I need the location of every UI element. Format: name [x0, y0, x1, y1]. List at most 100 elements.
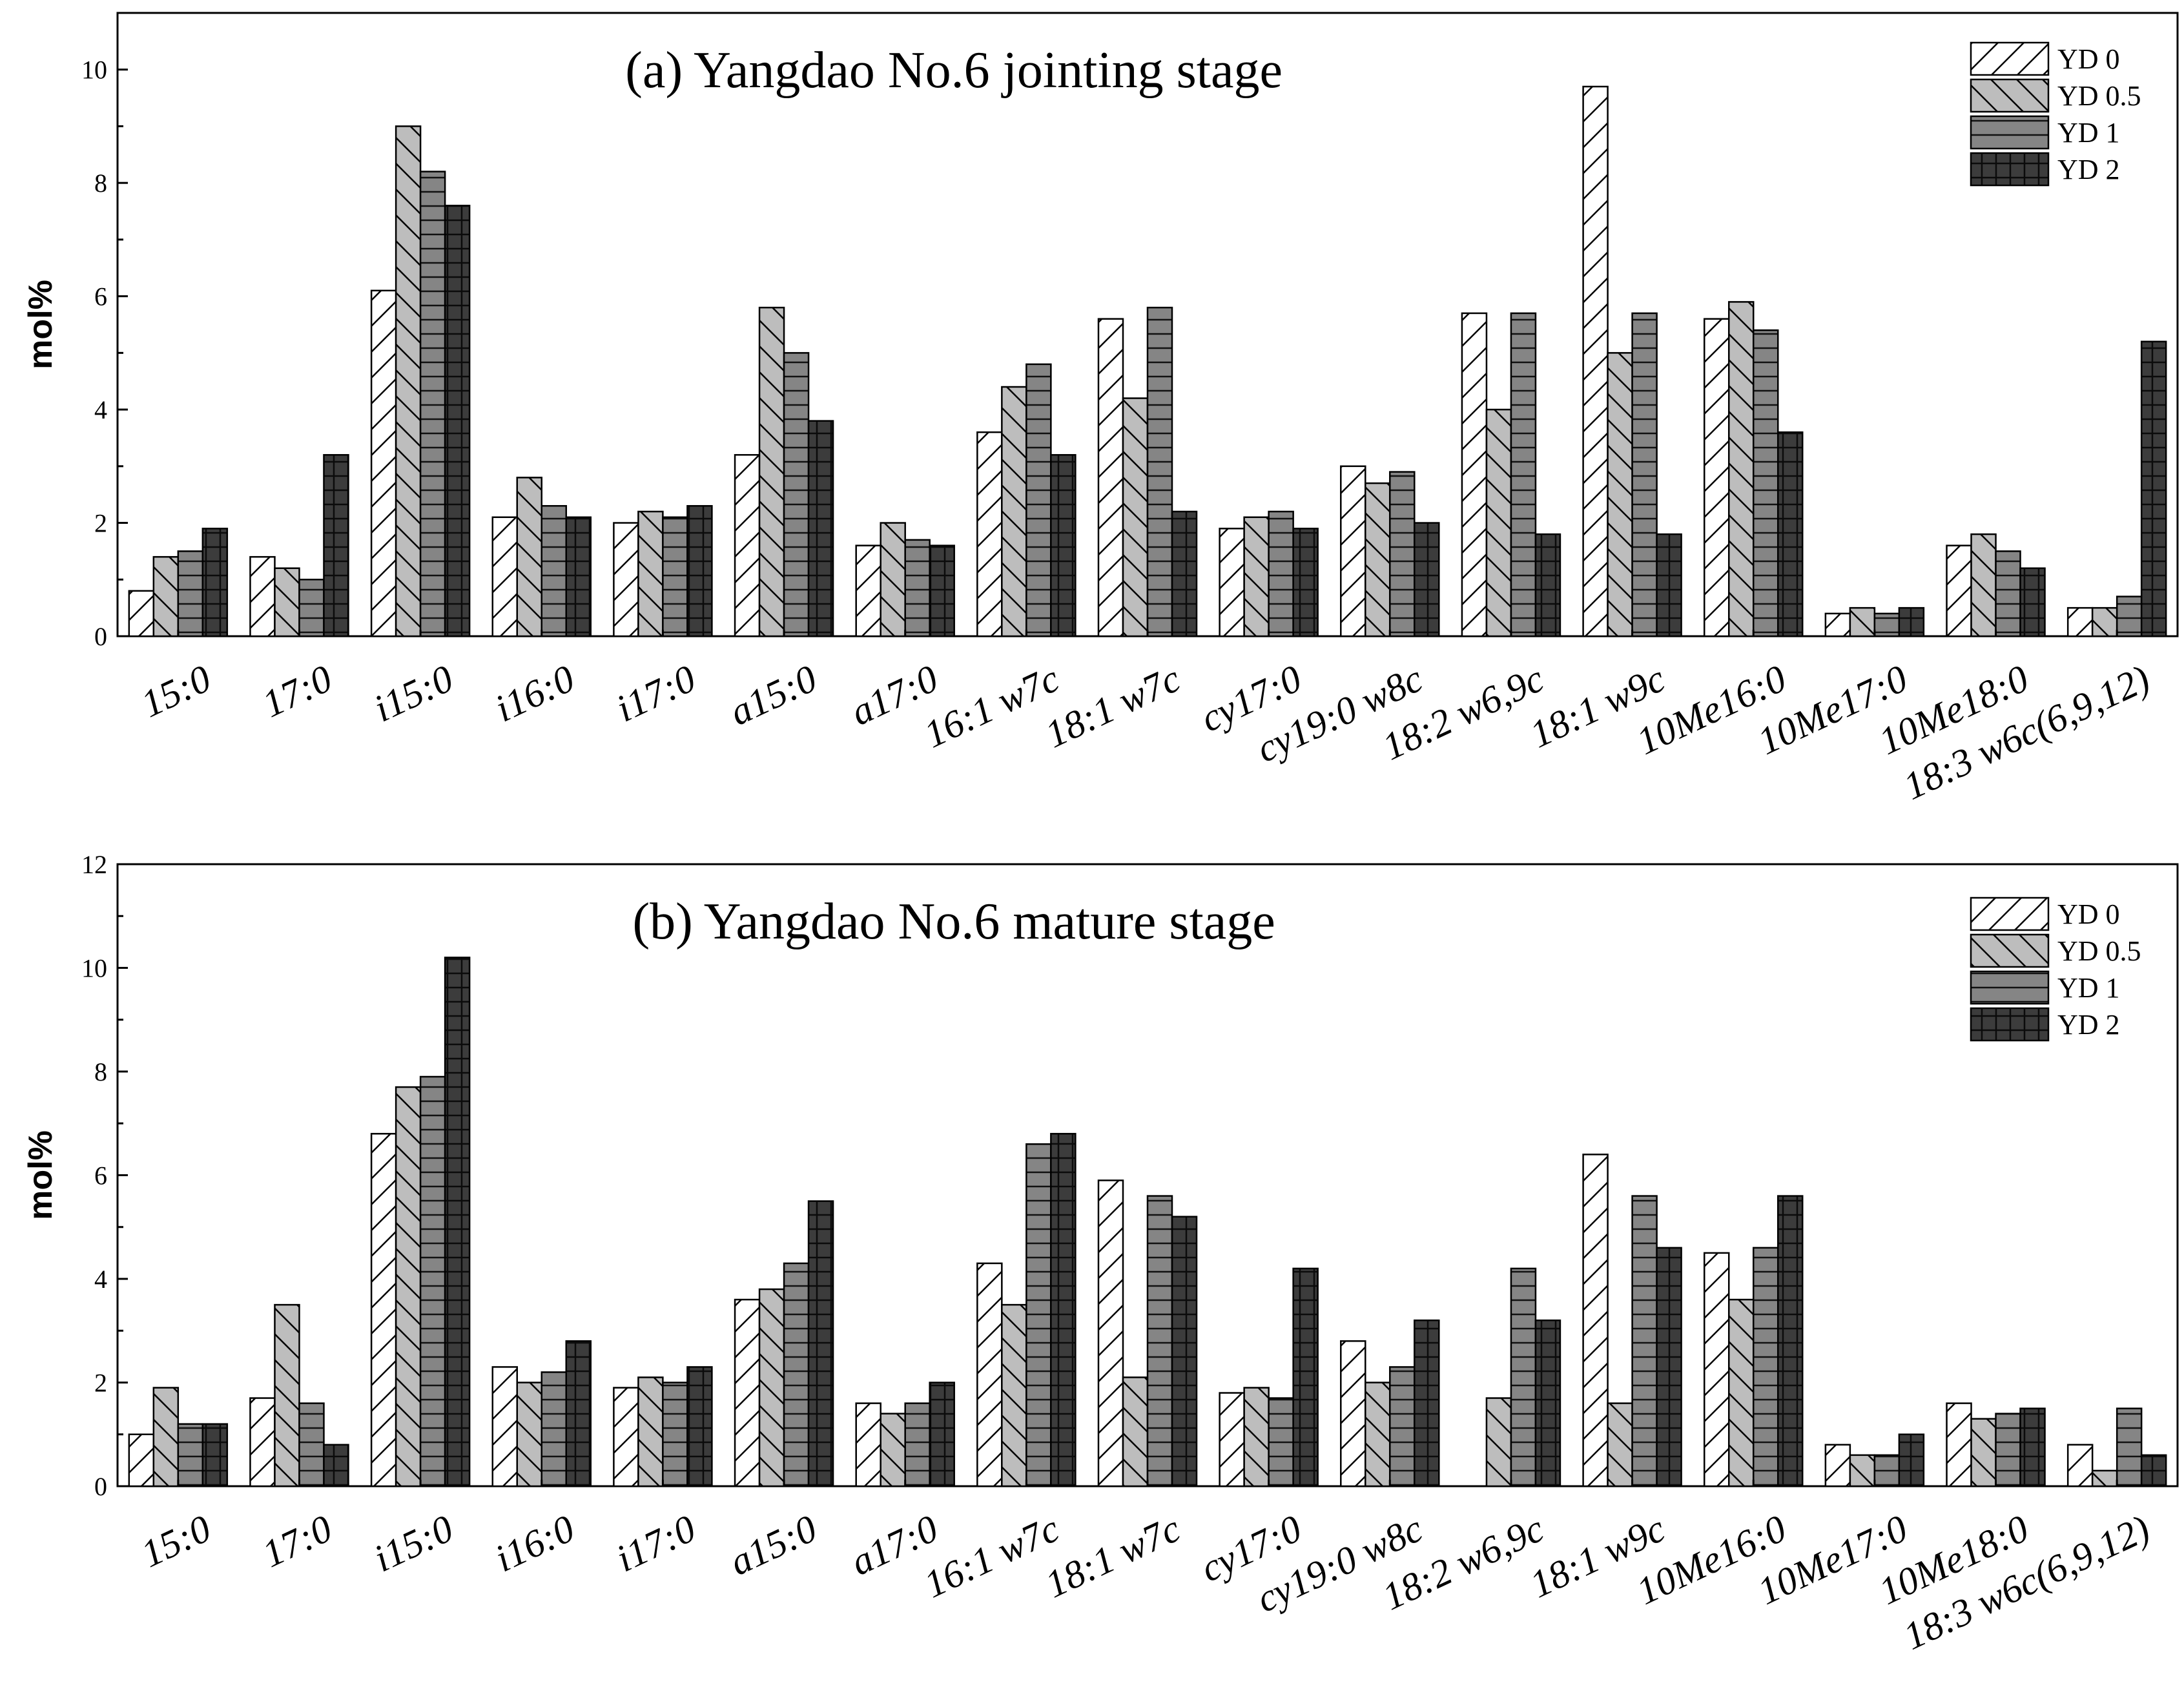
legend-swatch-b-yd-1 — [1970, 970, 2050, 1005]
category-label-a-a15-0: a15:0 — [723, 657, 823, 734]
bar-b-17-0-yd-1 — [298, 1402, 325, 1487]
bar-a-a17-0-yd-1 — [904, 539, 931, 637]
bar-b-17-0-yd-0 — [249, 1397, 276, 1487]
y-axis-label-b: mol% — [22, 1130, 59, 1220]
bar-a-10me16-0-yd-1 — [1752, 329, 1779, 637]
bar-b-18-3-w6c-6-9-12-yd-0-5 — [2091, 1469, 2118, 1487]
bar-a-17-0-yd-0 — [249, 555, 276, 637]
category-label-b-15-0: 15:0 — [135, 1507, 218, 1575]
bar-b-a17-0-yd-1 — [904, 1402, 931, 1487]
category-label-b-i15-0: i15:0 — [367, 1507, 460, 1580]
category-label-a-i17-0: i17:0 — [610, 657, 702, 730]
bar-b-a17-0-yd-2 — [929, 1382, 955, 1487]
bar-a-17-0-yd-1 — [298, 579, 325, 637]
legend-swatch-b-yd-0-5 — [1970, 933, 2050, 968]
bar-b-18-3-w6c-6-9-12-yd-0 — [2066, 1444, 2094, 1487]
bar-b-18-1-w9c-yd-0 — [1582, 1154, 1609, 1487]
bar-a-10me17-0-yd-0-5 — [1849, 606, 1876, 637]
bar-a-16-1-w7c-yd-0 — [976, 431, 1003, 637]
bar-a-i17-0-yd-0 — [613, 522, 639, 637]
bar-a-18-1-w7c-yd-2 — [1171, 510, 1198, 637]
bar-b-18-1-w7c-yd-0 — [1097, 1179, 1124, 1487]
y-tick-label-a: 10 — [81, 56, 107, 85]
bar-b-10me17-0-yd-2 — [1898, 1433, 1925, 1487]
bar-a-cy17-0-yd-2 — [1292, 528, 1319, 637]
bar-b-10me17-0-yd-0 — [1824, 1444, 1851, 1487]
bar-b-a15-0-yd-1 — [783, 1262, 810, 1487]
bar-b-cy19-0-w8c-yd-1 — [1389, 1366, 1416, 1487]
bar-a-10me18-0-yd-1 — [1995, 550, 2021, 637]
bar-b-18-3-w6c-6-9-12-yd-1 — [2116, 1407, 2143, 1487]
category-label-a-15-0: 15:0 — [135, 657, 218, 725]
bar-b-18-2-w6-9c-yd-0-5 — [1485, 1397, 1512, 1487]
bar-a-15-0-yd-1 — [177, 550, 204, 637]
bar-a-16-1-w7c-yd-2 — [1050, 454, 1077, 637]
legend-label-a-yd-1: YD 1 — [2057, 117, 2120, 149]
bar-a-i16-0-yd-0-5 — [516, 477, 543, 637]
bar-a-i16-0-yd-2 — [565, 516, 592, 637]
bar-b-10me16-0-yd-2 — [1777, 1195, 1804, 1487]
bar-a-a17-0-yd-0 — [855, 544, 881, 637]
y-tick-label-b: 2 — [94, 1369, 107, 1398]
bar-a-cy19-0-w8c-yd-0-5 — [1365, 482, 1391, 637]
bar-b-cy17-0-yd-0-5 — [1243, 1387, 1270, 1487]
bar-b-18-1-w9c-yd-0-5 — [1607, 1402, 1633, 1487]
bar-b-cy19-0-w8c-yd-0 — [1340, 1340, 1366, 1487]
bar-b-16-1-w7c-yd-2 — [1050, 1133, 1077, 1487]
bar-b-10me17-0-yd-1 — [1873, 1454, 1901, 1487]
y-tick-label-b: 8 — [94, 1057, 107, 1086]
bar-b-18-2-w6-9c-yd-1 — [1510, 1267, 1537, 1487]
bar-b-10me18-0-yd-0 — [1946, 1402, 1972, 1487]
bar-a-i15-0-yd-0 — [370, 289, 397, 637]
bar-a-10me17-0-yd-0 — [1824, 612, 1851, 637]
bar-a-10me17-0-yd-2 — [1898, 606, 1925, 637]
bar-b-cy19-0-w8c-yd-2 — [1414, 1319, 1440, 1487]
legend-a: YD 0 YD 0.5 YD 1 YD 2 — [1970, 41, 2141, 187]
bar-b-16-1-w7c-yd-0-5 — [1001, 1303, 1027, 1487]
bar-a-a17-0-yd-2 — [929, 544, 955, 637]
y-tick-label-a: 2 — [94, 509, 107, 538]
bar-b-cy17-0-yd-1 — [1268, 1397, 1294, 1487]
panel-b-mature: 0 2 4 6 8 10 12 mol% (b) Yangdao No.6 mature sta… — [22, 850, 2179, 1658]
bar-b-16-1-w7c-yd-1 — [1025, 1143, 1052, 1487]
bar-a-18-1-w7c-yd-0 — [1097, 318, 1124, 637]
bar-a-cy17-0-yd-0 — [1219, 528, 1245, 637]
category-label-b-17-0: 17:0 — [256, 1507, 338, 1575]
bar-a-i17-0-yd-2 — [686, 504, 713, 637]
y-tick-label-a: 4 — [94, 395, 107, 424]
y-tick-label-b: 0 — [94, 1472, 107, 1501]
category-label-a-16-1-w7c: 16:1 w7c — [918, 657, 1066, 756]
legend-label-b-yd-2: YD 2 — [2057, 1009, 2120, 1041]
legend-swatch-a-yd-1 — [1970, 115, 2050, 150]
legend-label-b-yd-1: YD 1 — [2057, 972, 2120, 1004]
bar-a-cy17-0-yd-0-5 — [1243, 516, 1270, 637]
chart-title-b: (b) Yangdao No.6 mature stage — [632, 893, 1275, 950]
bar-a-18-1-w9c-yd-2 — [1656, 533, 1682, 637]
bar-a-10me17-0-yd-1 — [1873, 612, 1901, 637]
bar-b-i16-0-yd-0-5 — [516, 1382, 543, 1487]
bar-a-a15-0-yd-0 — [734, 454, 761, 637]
bar-a-10me16-0-yd-0-5 — [1727, 301, 1755, 637]
bar-a-18-2-w6-9c-yd-0-5 — [1485, 408, 1512, 637]
bar-b-i15-0-yd-0 — [370, 1133, 397, 1487]
bar-b-18-1-w9c-yd-2 — [1656, 1247, 1682, 1487]
legend-swatch-b-yd-0 — [1970, 896, 2050, 931]
bar-a-cy17-0-yd-1 — [1268, 510, 1294, 637]
category-label-b-i17-0: i17:0 — [610, 1507, 702, 1580]
bar-b-10me17-0-yd-0-5 — [1849, 1454, 1876, 1487]
legend-label-a-yd-0-5: YD 0.5 — [2057, 80, 2141, 112]
bar-a-18-1-w7c-yd-1 — [1146, 306, 1173, 637]
category-label-a-18-1-w7c: 18:1 w7c — [1039, 657, 1187, 756]
bar-a-16-1-w7c-yd-1 — [1025, 363, 1052, 637]
bar-a-10me16-0-yd-0 — [1703, 318, 1730, 637]
bar-b-18-1-w7c-yd-2 — [1171, 1216, 1198, 1487]
bar-a-17-0-yd-0-5 — [274, 567, 300, 637]
bar-b-i16-0-yd-1 — [541, 1371, 568, 1487]
bar-b-i15-0-yd-1 — [419, 1075, 446, 1487]
bar-a-15-0-yd-0 — [128, 590, 155, 637]
bar-b-15-0-yd-2 — [201, 1423, 229, 1487]
legend-label-a-yd-2: YD 2 — [2057, 154, 2120, 185]
category-label-b-a15-0: a15:0 — [723, 1507, 823, 1584]
bar-b-18-1-w7c-yd-1 — [1146, 1195, 1173, 1487]
bar-a-18-2-w6-9c-yd-1 — [1510, 312, 1537, 637]
